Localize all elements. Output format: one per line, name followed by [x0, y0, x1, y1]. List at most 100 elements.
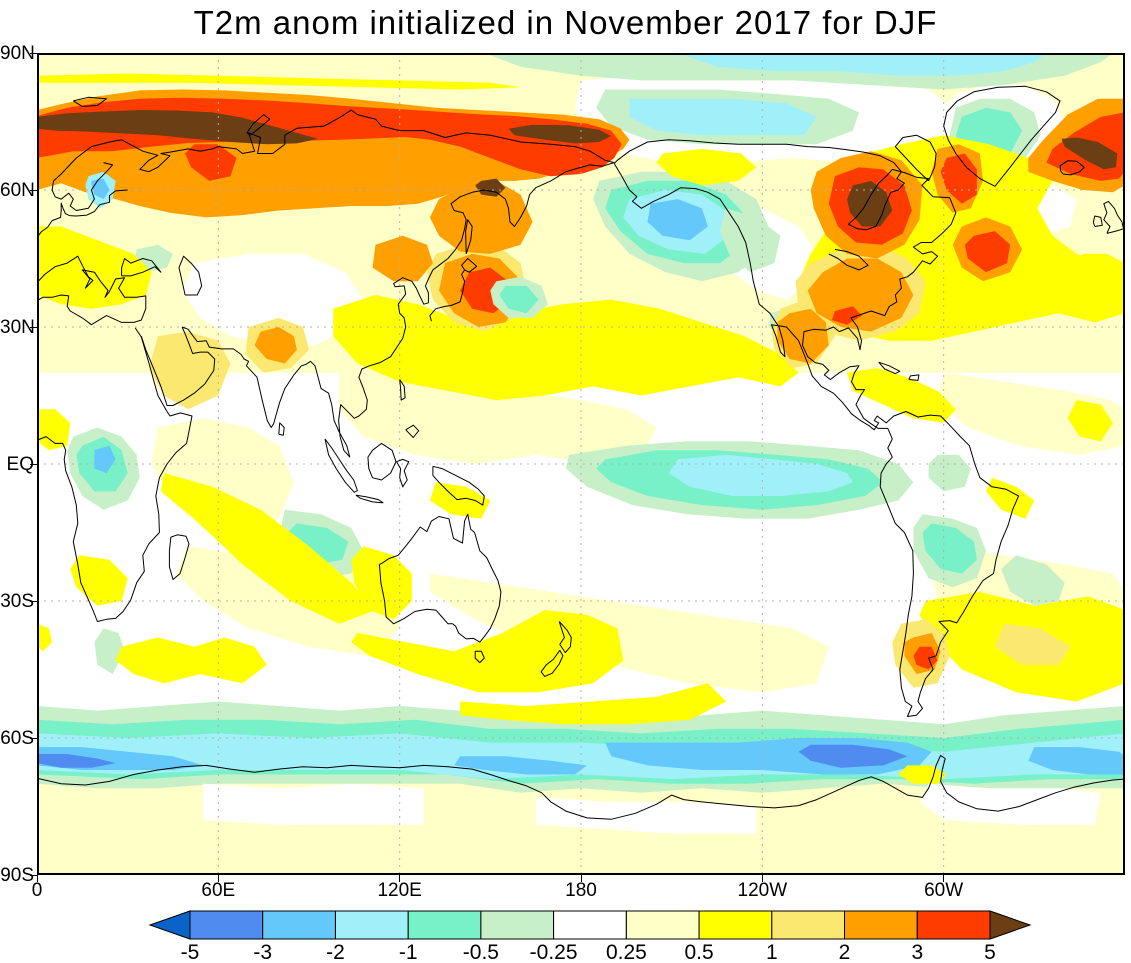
lon-tick-label: 60W — [924, 880, 964, 901]
anomaly-region-eq-pacific-cyan — [668, 454, 853, 496]
anomaly-region-arctic-canada-cyan — [629, 98, 817, 136]
coastline — [367, 442, 397, 481]
lon-tick-mark — [761, 875, 763, 882]
lat-tick-label: 30S — [0, 591, 34, 612]
anomaly-region-caribbean-yellow — [847, 368, 956, 423]
anomaly-region-kara-brown — [37, 110, 319, 145]
lat-tick-mark — [30, 189, 37, 191]
colorbar-value-label: -0.25 — [530, 941, 578, 963]
colorbar-segment-cblue — [189, 910, 264, 940]
coastline — [465, 219, 473, 255]
coastline — [540, 650, 564, 677]
colorbar-segment-pgreen — [480, 910, 555, 940]
anomaly-region-pacific-subtropic-yellow — [333, 295, 799, 401]
lon-tick-mark — [943, 875, 945, 882]
anomaly-region-n-brazil-green — [928, 454, 971, 492]
anomaly-region-s-africa-yellow — [70, 555, 128, 606]
anomaly-region-argentina-red — [913, 646, 938, 670]
map-area — [37, 53, 1125, 875]
lat-tick-label: 90S — [0, 865, 34, 886]
anomaly-region-alaska-interior-yellow — [656, 148, 757, 186]
coastline — [405, 424, 420, 438]
anomaly-region-ural-red — [185, 144, 237, 181]
coastline — [140, 326, 216, 406]
coastline — [432, 465, 485, 506]
coastline — [51, 139, 122, 211]
lon-tick-mark — [399, 875, 401, 882]
anomaly-region-s-africa-green — [94, 628, 125, 675]
coastline — [828, 248, 869, 271]
anomaly-region-antarctica-white-3 — [919, 783, 1101, 825]
colorbar-value-label: -5 — [181, 941, 200, 963]
anomaly-region-chukotka-brown — [508, 124, 612, 144]
coastline — [378, 513, 502, 643]
lat-tick-mark — [30, 737, 37, 739]
lat-tick-label: 60S — [0, 728, 34, 749]
anomaly-region-antarctica-white-2 — [535, 797, 757, 834]
coastline — [355, 494, 384, 504]
lat-tick-mark — [30, 326, 37, 328]
anomaly-region-new-guinea-yellow — [429, 482, 491, 519]
colorbar-segment-yellow — [698, 910, 773, 940]
anomaly-region-antarctica-white-1 — [203, 783, 424, 825]
anomaly-region-atl-cream — [937, 372, 1125, 455]
anomaly-region-central-asia-white — [182, 253, 364, 346]
coastline — [1092, 215, 1103, 227]
anomaly-region-east-of-japan-aqua — [499, 285, 539, 314]
coastline — [894, 134, 937, 182]
anomaly-region-newfoundland-red — [964, 231, 1011, 273]
anomaly-region-s-indian-yellow — [115, 637, 267, 684]
colorbar-segment-orange — [844, 910, 918, 940]
colorbar-segment-aqua — [407, 910, 482, 940]
colorbar-value-label: 0.25 — [606, 941, 647, 963]
lon-tick-mark — [580, 875, 582, 882]
anomaly-region-left-edge-yellow — [37, 623, 53, 652]
anomaly-region-us-red-dash — [831, 306, 863, 325]
anomaly-region-brazil-aqua — [922, 523, 977, 574]
anomaly-region-so-blue-australia — [454, 756, 587, 775]
colorbar-value-label: 5 — [984, 941, 996, 963]
lat-tick-mark — [30, 600, 37, 602]
anomaly-region-europe-yellow — [37, 226, 152, 309]
lat-tick-label: 30N — [0, 317, 35, 338]
lat-tick-label: EQ — [6, 454, 34, 475]
lon-tick-label: 60E — [201, 880, 236, 901]
coastline — [324, 438, 358, 493]
lat-tick-mark — [30, 463, 37, 465]
coastline — [878, 361, 901, 375]
coastline — [943, 85, 1061, 187]
t2m-anomaly-map — [37, 53, 1125, 875]
colorbar-segment-sblue — [262, 910, 336, 940]
anomaly-region-arctic-top-cyan — [677, 53, 1047, 76]
coastline — [178, 255, 203, 296]
coastline — [474, 650, 485, 664]
anomaly-region-magadan-brown — [475, 178, 506, 197]
anomaly-region-bc-green — [720, 208, 781, 273]
coastline — [37, 754, 1125, 820]
anomaly-region-s-atlantic-green — [1001, 555, 1065, 606]
colorbar-segment-cream — [625, 910, 700, 940]
coastline — [1059, 160, 1085, 176]
colorbar-segment-red — [916, 910, 991, 940]
coastline — [399, 379, 406, 401]
colorbar-value-label: -0.5 — [463, 941, 499, 963]
lat-tick-mark — [30, 52, 37, 54]
lat-tick-mark — [30, 874, 37, 876]
lon-tick-label: 180 — [565, 880, 597, 901]
coastline — [73, 96, 107, 107]
anomaly-region-indian-ocean-yellow — [160, 473, 376, 624]
anomaly-region-india-orange — [254, 327, 297, 364]
colorbar-value-label: 1 — [766, 941, 778, 963]
anomaly-region-so-blue-right — [1028, 747, 1125, 775]
coastline — [168, 534, 190, 580]
anomaly-region-sh-pac-cream — [429, 573, 829, 693]
anomaly-region-ne-china-orange — [372, 235, 433, 282]
colorbar-value-label: 0.5 — [684, 941, 713, 963]
lon-tick-label: 120E — [377, 880, 422, 901]
coastline — [37, 189, 128, 238]
anomaly-region-gulf-alaska-blue — [647, 199, 708, 241]
coastline — [181, 162, 615, 458]
anomaly-region-w-africa-yellow-1 — [37, 409, 71, 451]
anomaly-region-s-australia-yellow — [351, 610, 624, 693]
